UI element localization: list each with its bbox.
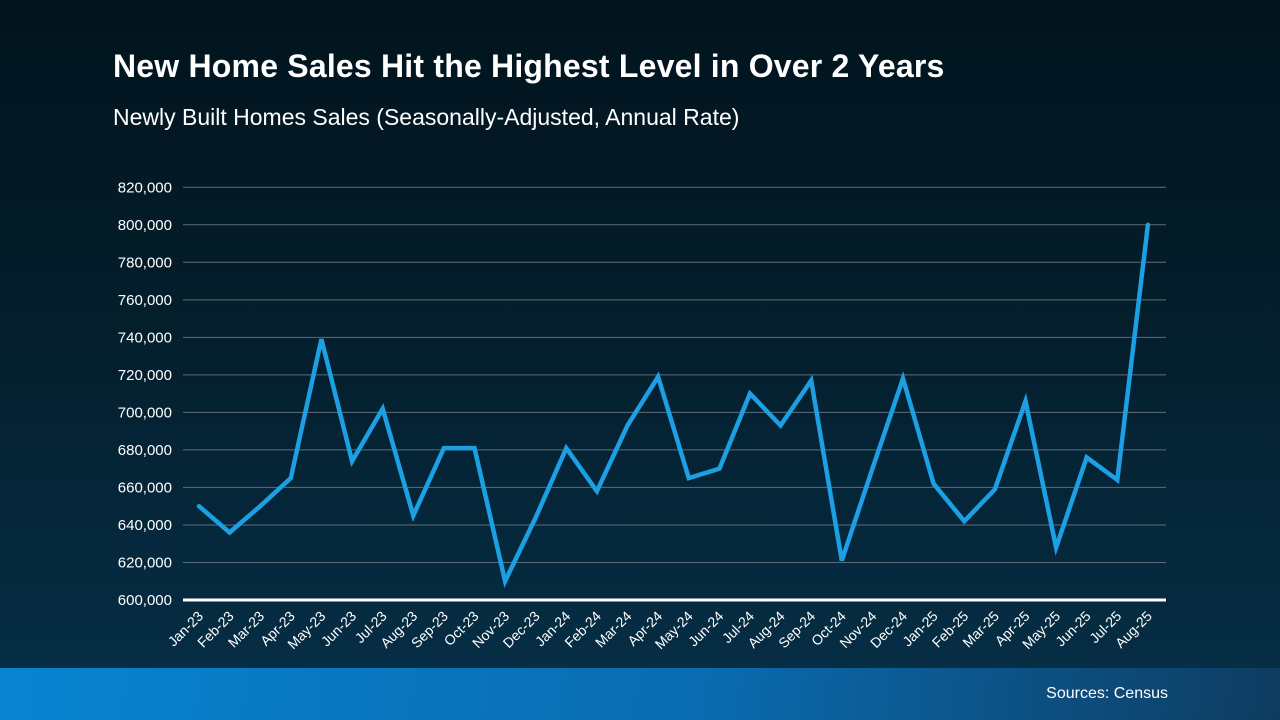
y-tick-label: 740,000 — [118, 329, 172, 346]
y-tick-label: 760,000 — [118, 292, 172, 309]
y-tick-label: 720,000 — [118, 367, 172, 384]
y-tick-label: 700,000 — [118, 404, 172, 421]
y-tick-label: 600,000 — [118, 592, 172, 609]
x-tick-label: Jun-23 — [318, 608, 360, 650]
footer-bar: Sources: Census — [0, 668, 1280, 720]
page-title: New Home Sales Hit the Highest Level in … — [113, 48, 945, 84]
y-tick-label: 780,000 — [118, 254, 172, 271]
y-tick-label: 620,000 — [118, 555, 172, 572]
y-tick-label: 820,000 — [118, 179, 172, 196]
sales-line-series — [196, 222, 1151, 588]
y-tick-label: 640,000 — [118, 517, 172, 534]
x-tick-label: Jun-25 — [1052, 608, 1094, 650]
y-tick-label: 680,000 — [118, 442, 172, 459]
x-tick-label: Jun-24 — [685, 608, 727, 650]
page-subtitle: Newly Built Homes Sales (Seasonally-Adju… — [113, 104, 740, 130]
y-tick-label: 800,000 — [118, 217, 172, 234]
y-tick-label: 660,000 — [118, 479, 172, 496]
source-label: Sources: Census — [1046, 685, 1168, 702]
